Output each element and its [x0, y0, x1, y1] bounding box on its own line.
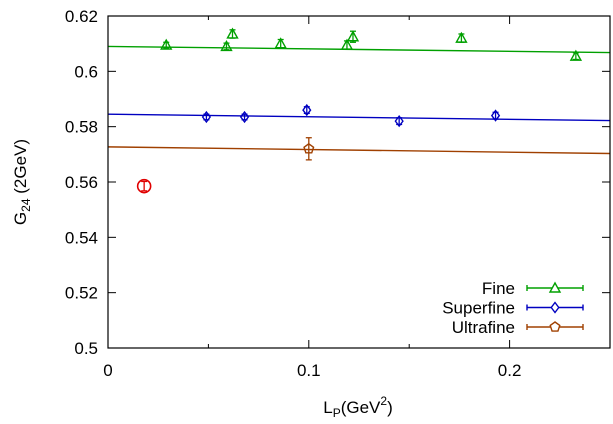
y-tick-label: 0.54 — [65, 228, 98, 247]
fit-line-superfine — [107, 113, 611, 122]
fit-line-fine — [107, 45, 611, 54]
data-point-superfine — [302, 103, 312, 117]
data-points — [136, 27, 583, 194]
y-tick-label: 0.52 — [65, 284, 98, 303]
legend-entry-superfine: Superfine — [442, 299, 584, 318]
y-axis-label-main: G — [11, 212, 30, 225]
data-point-superfine — [239, 110, 250, 124]
legend-marker-superfine — [550, 301, 560, 314]
tick-marks — [107, 15, 611, 349]
legend-entry-ultrafine: Ultrafine — [452, 318, 584, 337]
fit-line-ultrafine — [107, 146, 611, 155]
x-axis-label: LP(GeV2) — [323, 394, 393, 420]
y-tick-label: 0.58 — [65, 118, 98, 137]
x-axis-label-rest: (GeV — [341, 398, 381, 417]
legend-label-fine: Fine — [482, 279, 515, 298]
data-point-fine — [274, 37, 287, 49]
error-bar-ultrafine — [305, 137, 312, 161]
data-point-fine — [160, 38, 173, 50]
y-axis-label-rest: (2GeV) — [11, 139, 30, 199]
legend-entry-fine: Fine — [482, 279, 584, 298]
legend-label-ultrafine: Ultrafine — [452, 318, 515, 337]
x-tick-label: 0.2 — [498, 361, 522, 380]
tick-labels: 0.5 0.52 0.54 0.56 0.58 0.6 0.62 0 0.1 0.2 — [65, 7, 522, 380]
x-axis-label-subscript: P — [333, 406, 341, 420]
data-point-fine — [220, 39, 233, 52]
data-point-fine — [226, 27, 239, 39]
x-tick-label: 0 — [103, 361, 112, 380]
data-point-superfine — [490, 109, 501, 122]
legend-label-superfine: Superfine — [442, 299, 515, 318]
plot-frame — [107, 15, 611, 349]
x-axis-label-main: L — [323, 398, 332, 417]
x-axis-label-close: ) — [387, 398, 393, 417]
y-tick-label: 0.62 — [65, 7, 98, 26]
legend-marker-fine — [548, 281, 562, 293]
y-axis-label: G24 (2GeV) — [11, 139, 33, 225]
data-point-fine — [569, 49, 583, 61]
data-point-fine — [455, 31, 468, 43]
legend-marker-ultrafine — [549, 321, 561, 332]
data-point-fine — [340, 38, 354, 50]
fit-lines — [107, 45, 611, 155]
data-point-ultrafine — [303, 142, 315, 154]
data-point-superfine — [394, 114, 404, 128]
data-point-fine — [346, 30, 360, 42]
extrapolated-error-bar — [141, 180, 148, 192]
data-point-superfine — [201, 110, 212, 124]
extrapolated-point — [136, 178, 152, 194]
y-tick-label: 0.56 — [65, 173, 98, 192]
y-tick-label: 0.5 — [74, 339, 98, 358]
y-tick-label: 0.6 — [74, 62, 98, 81]
x-tick-label: 0.1 — [297, 361, 321, 380]
y-axis-label-subscript: 24 — [19, 198, 33, 212]
x-axis-label-superscript: 2 — [380, 394, 387, 408]
